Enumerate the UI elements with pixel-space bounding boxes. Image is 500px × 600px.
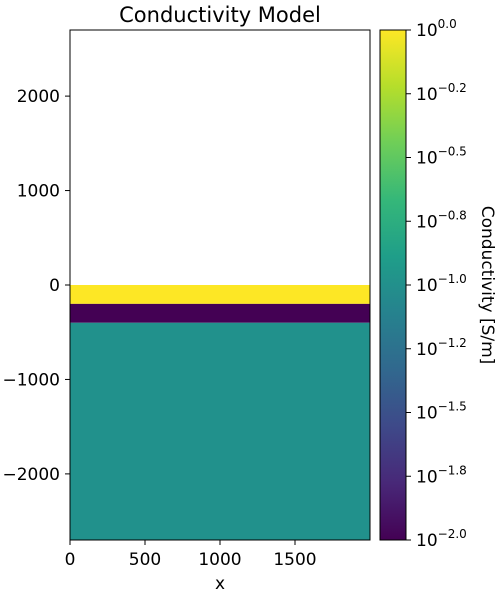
x-axis: 0 500 1000 1500 <box>65 540 317 570</box>
colorbar-tick-label-0: 100.0 <box>416 17 457 41</box>
x-tick-label-2: 1000 <box>198 550 241 570</box>
x-tick-label-1: 500 <box>129 550 161 570</box>
colorbar-tick-label-4: 10−1.0 <box>416 272 467 296</box>
layer-1 <box>70 285 370 304</box>
layer-0 <box>70 30 370 285</box>
layer-2 <box>70 303 370 323</box>
y-axis: 2000 1000 0 −1000 −2000 <box>2 87 70 485</box>
colorbar-label: Conductivity [S/m] <box>477 206 497 365</box>
colorbar-tick-label-7: 10−1.8 <box>416 463 467 487</box>
y-tick-label-0: 2000 <box>17 87 60 107</box>
colorbar-tick-label-8: 10−2.0 <box>416 527 467 551</box>
x-axis-label: x <box>215 574 225 594</box>
colorbar-axis: 100.0 10−0.2 10−0.5 10−0.8 10−1.0 10−1.2 10−1.… <box>406 17 467 551</box>
y-tick-label-3: −1000 <box>2 370 60 390</box>
y-tick-label-4: −2000 <box>2 465 60 485</box>
x-tick-label-3: 1500 <box>273 550 316 570</box>
model-layers <box>70 30 370 540</box>
y-tick-label-2: 0 <box>49 276 60 296</box>
y-tick-label-1: 1000 <box>17 182 60 202</box>
chart-title: Conductivity Model <box>119 3 321 27</box>
colorbar-tick-label-6: 10−1.5 <box>416 400 467 424</box>
layer-3 <box>70 322 370 540</box>
colorbar-tick-label-1: 10−0.2 <box>416 81 467 105</box>
colorbar-tick-label-2: 10−0.5 <box>416 145 467 169</box>
colorbar-tick-label-3: 10−0.8 <box>416 208 467 232</box>
x-tick-label-0: 0 <box>65 550 76 570</box>
colorbar-gradient <box>379 29 407 541</box>
colorbar-tick-label-5: 10−1.2 <box>416 336 467 360</box>
